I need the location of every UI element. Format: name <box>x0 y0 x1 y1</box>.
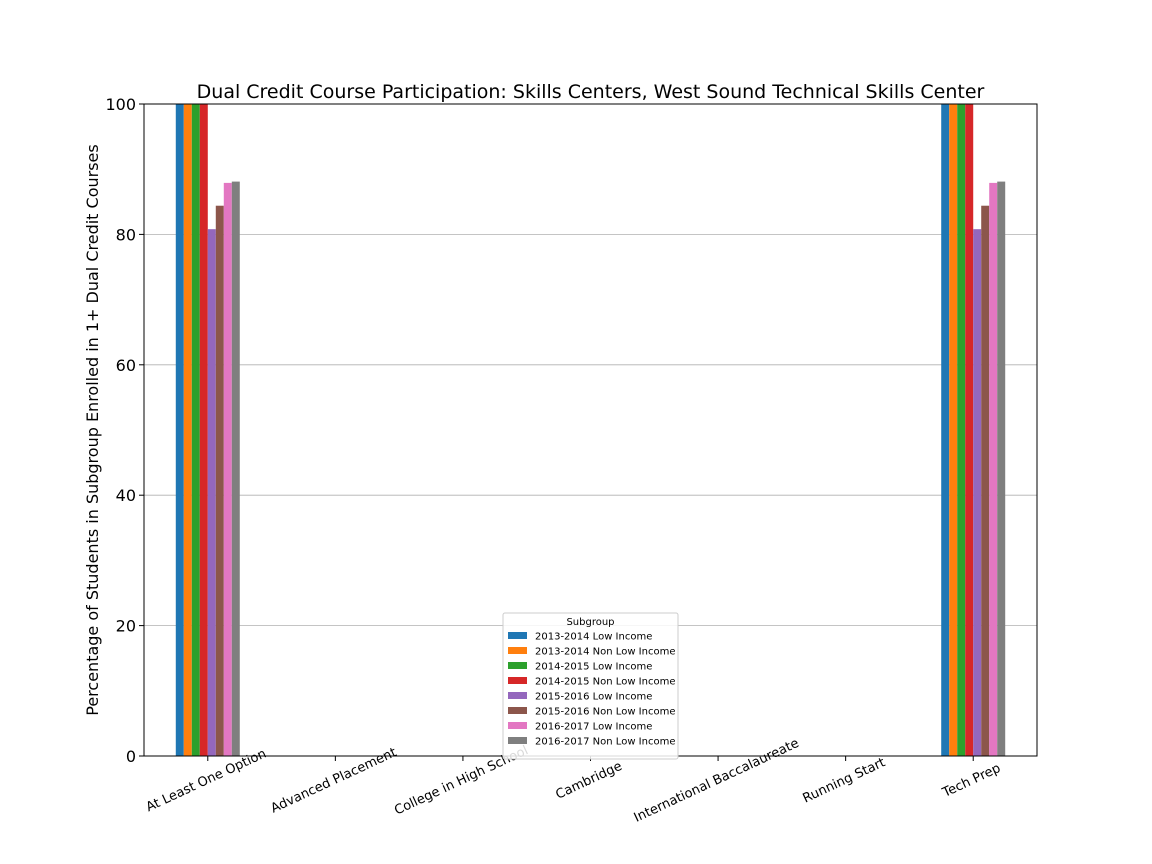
legend-swatch <box>508 647 527 654</box>
legend-box <box>502 612 679 760</box>
y-tick-label: 0 <box>126 747 136 766</box>
legend-label: 2016-2017 Non Low Income <box>535 737 675 748</box>
bar <box>965 104 974 756</box>
legend-label: 2014-2015 Low Income <box>535 662 652 673</box>
bar <box>973 229 982 756</box>
bar <box>199 104 208 756</box>
bar <box>175 104 184 756</box>
legend-item: 2015-2016 Low Income <box>508 692 652 703</box>
legend-item: 2013-2014 Low Income <box>508 632 652 643</box>
legend-swatch <box>508 737 527 744</box>
legend-swatch <box>508 677 527 684</box>
legend-swatch <box>508 722 527 729</box>
legend-label: 2015-2016 Non Low Income <box>535 707 675 718</box>
legend-swatch <box>508 707 527 714</box>
y-axis-label: Percentage of Students in Subgroup Enrol… <box>83 144 102 715</box>
bar <box>231 181 240 756</box>
y-tick-label: 60 <box>116 356 136 375</box>
legend-label: 2015-2016 Low Income <box>535 692 652 703</box>
bar <box>989 182 998 757</box>
legend-item: 2016-2017 Non Low Income <box>508 737 675 748</box>
x-tick-label: Cambridge <box>553 759 624 803</box>
x-tick-label: Running Start <box>801 755 888 806</box>
bar <box>957 104 966 756</box>
bar <box>183 104 192 756</box>
legend-item: 2014-2015 Low Income <box>508 662 652 673</box>
bar <box>949 104 958 756</box>
bar <box>941 104 950 756</box>
y-tick-label: 20 <box>116 617 136 636</box>
legend-swatch <box>508 662 527 669</box>
chart-title: Dual Credit Course Participation: Skills… <box>197 81 985 103</box>
legend-item: 2016-2017 Low Income <box>508 722 652 733</box>
bar <box>207 229 216 756</box>
legend-item: 2015-2016 Non Low Income <box>508 707 675 718</box>
legend-swatch <box>508 632 527 639</box>
bar <box>997 181 1006 756</box>
bar <box>223 182 232 757</box>
y-tick-label: 80 <box>116 225 136 244</box>
legend: Subgroup 2013-2014 Low Income 2013-2014 N… <box>502 612 679 760</box>
legend-title: Subgroup <box>566 617 614 628</box>
legend-item: 2013-2014 Non Low Income <box>508 647 675 658</box>
y-axis: 0 20 40 60 80 100 <box>105 95 144 766</box>
bar <box>215 205 224 756</box>
x-tick-label: Tech Prep <box>939 761 1003 801</box>
bar <box>191 104 200 756</box>
legend-items: 2013-2014 Low Income 2013-2014 Non Low In… <box>508 632 675 748</box>
legend-label: 2013-2014 Low Income <box>535 632 652 643</box>
bars <box>175 104 1006 757</box>
legend-label: 2016-2017 Low Income <box>535 722 652 733</box>
bar <box>981 205 990 756</box>
x-tick-label: At Least One Option <box>144 746 269 815</box>
legend-item: 2014-2015 Non Low Income <box>508 677 675 688</box>
y-tick-label: 100 <box>105 95 136 114</box>
legend-label: 2014-2015 Non Low Income <box>535 677 675 688</box>
legend-swatch <box>508 692 527 699</box>
legend-label: 2013-2014 Non Low Income <box>535 647 675 658</box>
y-tick-label: 40 <box>116 486 136 505</box>
